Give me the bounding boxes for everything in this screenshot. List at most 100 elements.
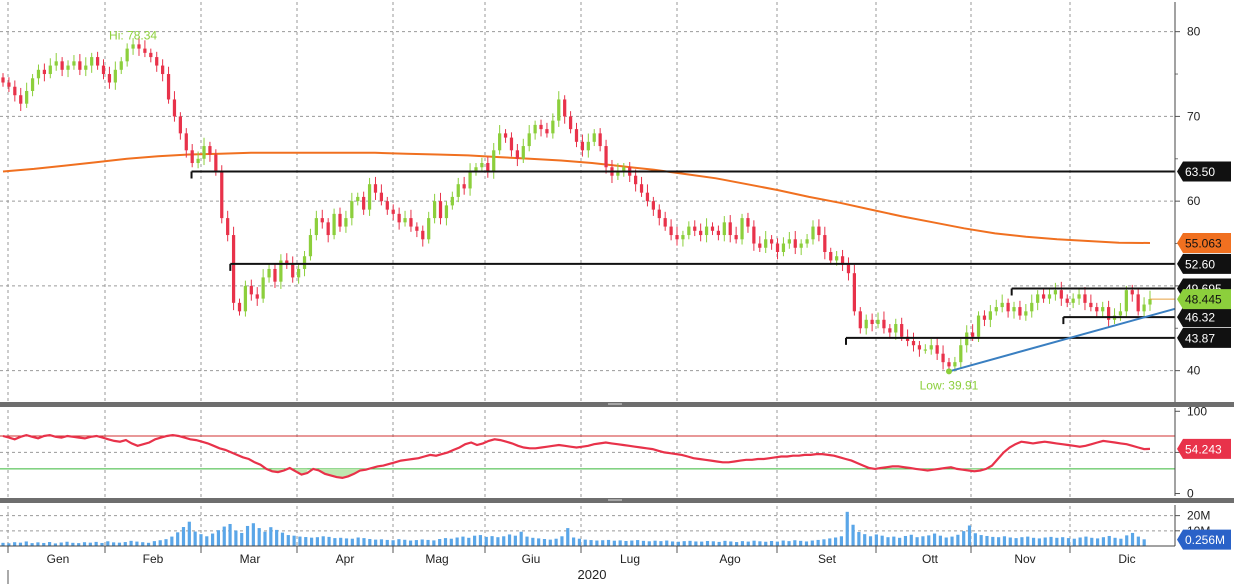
- tag-box: [1177, 529, 1231, 550]
- candle-body: [107, 74, 112, 83]
- candle-body: [764, 239, 768, 248]
- volume-bar: [903, 535, 908, 546]
- month-tick-label: Nov: [1014, 552, 1035, 566]
- volume-bar: [65, 541, 69, 546]
- volume-bar: [327, 536, 331, 546]
- candle-body: [285, 260, 289, 265]
- sma-tag: 55.063: [1177, 232, 1231, 253]
- volume-bar: [729, 541, 733, 546]
- volume-bar: [1031, 537, 1036, 546]
- candle-body: [255, 294, 259, 299]
- candle: [273, 263, 277, 288]
- volume-bar: [531, 537, 535, 546]
- volume-bar: [321, 536, 325, 546]
- volume-bar: [793, 540, 797, 546]
- volume-bar: [775, 541, 779, 546]
- candle-body: [90, 57, 94, 66]
- candle-body: [409, 218, 413, 227]
- volume-bar: [839, 536, 844, 546]
- volume-bar: [834, 537, 838, 546]
- candle-body: [551, 120, 555, 134]
- candle-body: [1101, 307, 1105, 312]
- candle: [113, 61, 117, 90]
- candle: [450, 191, 454, 210]
- volume-bar: [333, 538, 337, 546]
- volume-bar: [868, 536, 873, 546]
- volume-bar: [1008, 537, 1012, 546]
- candle-body: [397, 213, 401, 223]
- tag-box: [1177, 232, 1231, 253]
- candle: [823, 226, 827, 260]
- candle-body: [42, 69, 47, 75]
- volume-bar: [1096, 538, 1100, 546]
- candle: [852, 264, 856, 316]
- volume-bar: [432, 540, 436, 546]
- candle-body: [226, 218, 230, 236]
- candle-body: [308, 235, 313, 257]
- candle-body: [858, 311, 862, 329]
- candle-body: [823, 235, 827, 252]
- candle: [846, 257, 851, 281]
- candle-body: [568, 116, 573, 130]
- candle: [598, 128, 602, 152]
- candle: [403, 210, 407, 227]
- price-y-tick-label: 60: [1187, 194, 1201, 208]
- candle: [752, 220, 756, 251]
- candle-body: [545, 129, 549, 134]
- candle-body: [947, 362, 951, 367]
- candle-body: [101, 65, 106, 75]
- volume-bar: [944, 537, 948, 546]
- volume-bar: [269, 527, 273, 546]
- candle: [982, 310, 987, 327]
- candle: [740, 213, 744, 245]
- volume-bar: [240, 532, 244, 546]
- candle-body: [78, 61, 82, 70]
- last-price-tag-label: 48.445: [1185, 293, 1222, 307]
- sma-tag-label: 55.063: [1185, 236, 1222, 250]
- candle: [764, 230, 768, 254]
- panel-separators[interactable]: [0, 402, 1234, 503]
- year-label: 2020: [578, 567, 607, 582]
- volume-bar: [967, 525, 972, 546]
- volume-bar: [263, 531, 267, 546]
- candle: [456, 177, 460, 203]
- candle-body: [509, 137, 514, 151]
- candle: [1, 73, 5, 87]
- candle-body: [427, 218, 431, 240]
- volume-bar: [426, 539, 430, 546]
- volume-bar: [886, 537, 890, 546]
- volume-bar: [828, 538, 832, 546]
- candle-body: [137, 44, 141, 49]
- volume-bar: [443, 538, 448, 546]
- volume-bar: [507, 534, 512, 546]
- volume-bar: [275, 529, 279, 546]
- volume-bar: [222, 526, 226, 546]
- volume-bar: [711, 541, 715, 546]
- candle: [391, 204, 395, 221]
- rsi-tag-label: 54.243: [1185, 442, 1222, 456]
- candle: [427, 211, 431, 244]
- rsi-line: [2, 433, 1151, 480]
- volume-bar: [374, 539, 378, 546]
- volume-bar: [560, 536, 564, 546]
- candle: [568, 111, 573, 134]
- candle-body: [616, 171, 620, 176]
- candle: [444, 201, 449, 226]
- volume-bar: [71, 542, 75, 546]
- candle: [30, 74, 35, 97]
- volume-bar: [1, 542, 5, 546]
- candle: [161, 59, 165, 82]
- volume-bar: [315, 537, 319, 546]
- trend-line[interactable]: [948, 307, 1176, 373]
- volume-bar: [618, 540, 622, 546]
- candle: [941, 345, 945, 370]
- tag-box: [1177, 161, 1231, 182]
- candle-body: [923, 349, 927, 351]
- candle: [155, 51, 159, 72]
- volume-bar: [18, 542, 23, 546]
- volume-bar: [962, 531, 966, 546]
- month-tick-label: Lug: [620, 552, 640, 566]
- volume-bar: [700, 541, 704, 546]
- volume-bar: [205, 536, 209, 546]
- volume-bar: [705, 540, 710, 546]
